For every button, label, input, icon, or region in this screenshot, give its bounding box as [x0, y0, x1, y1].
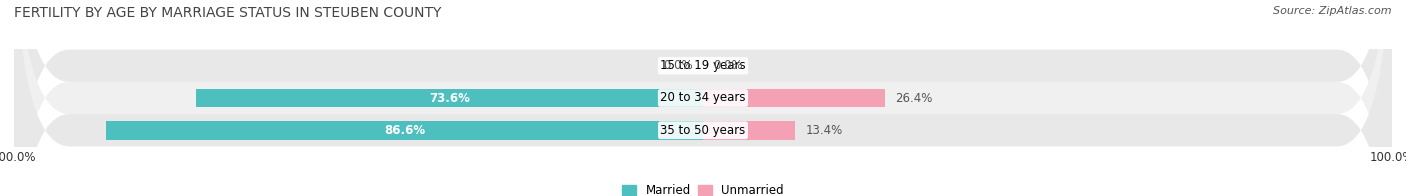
Bar [195, 89, 703, 107]
Text: 15 to 19 years: 15 to 19 years [661, 59, 745, 72]
Text: 20 to 34 years: 20 to 34 years [661, 92, 745, 104]
Text: FERTILITY BY AGE BY MARRIAGE STATUS IN STEUBEN COUNTY: FERTILITY BY AGE BY MARRIAGE STATUS IN S… [14, 6, 441, 20]
FancyBboxPatch shape [14, 0, 1392, 196]
Text: 0.0%: 0.0% [664, 59, 693, 72]
Text: 73.6%: 73.6% [429, 92, 470, 104]
Text: 86.6%: 86.6% [384, 124, 425, 137]
Text: 26.4%: 26.4% [896, 92, 932, 104]
FancyBboxPatch shape [14, 0, 1392, 196]
Bar [107, 121, 703, 140]
FancyBboxPatch shape [14, 0, 1392, 196]
Text: 35 to 50 years: 35 to 50 years [661, 124, 745, 137]
Text: 13.4%: 13.4% [806, 124, 844, 137]
Text: Source: ZipAtlas.com: Source: ZipAtlas.com [1274, 6, 1392, 16]
Bar [703, 121, 796, 140]
Legend: Married, Unmarried: Married, Unmarried [617, 179, 789, 196]
Bar [703, 89, 884, 107]
Text: 0.0%: 0.0% [713, 59, 742, 72]
